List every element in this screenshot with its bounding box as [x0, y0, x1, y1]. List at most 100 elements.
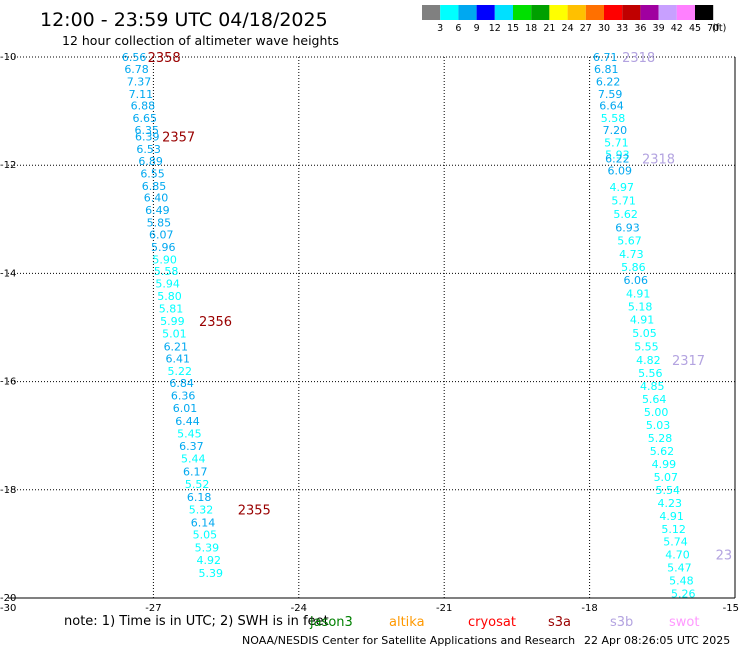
- swh-value-label: 5.86: [621, 261, 646, 274]
- swh-value-label: 6.55: [140, 167, 165, 180]
- pass-time-label: 2317: [672, 354, 705, 369]
- legend-label: 33: [616, 23, 628, 34]
- swh-value-label: 5.90: [152, 253, 177, 266]
- swh-value-label: 6.01: [173, 402, 198, 415]
- swh-value-label: 6.93: [615, 221, 640, 234]
- legend-label: 12: [489, 23, 501, 34]
- swh-value-label: 5.55: [634, 340, 659, 353]
- swh-value-label: 5.94: [155, 278, 180, 291]
- swh-value-label: 5.48: [669, 575, 694, 588]
- swh-value-label: 6.71: [593, 51, 618, 64]
- swh-value-label: 6.65: [133, 112, 158, 125]
- pass-time-label: 23: [716, 549, 733, 564]
- swh-value-label: 5.62: [650, 445, 675, 458]
- legend-swatch: [622, 5, 641, 20]
- swh-value-label: 6.36: [171, 390, 196, 403]
- y-tick-label: -16: [0, 377, 16, 388]
- legend-label: 24: [562, 23, 574, 34]
- chart-title: 12:00 - 23:59 UTC 04/18/2025: [40, 9, 328, 31]
- legend-swatch: [458, 5, 477, 20]
- y-tick-label: -18: [0, 485, 16, 496]
- swh-value-label: 5.05: [632, 327, 657, 340]
- swh-value-label: 4.70: [665, 549, 690, 562]
- swh-value-label: 5.74: [663, 536, 688, 549]
- legend-label: 3: [437, 23, 443, 34]
- swh-value-label: 5.58: [601, 112, 626, 125]
- pass-time-label: 2318: [622, 51, 655, 66]
- legend-swatch: [549, 5, 568, 20]
- swh-value-label: 6.39: [135, 131, 160, 144]
- swh-value-label: 5.22: [167, 365, 192, 378]
- swh-value-label: 6.21: [164, 340, 189, 353]
- swh-value-label: 6.06: [624, 274, 649, 287]
- swh-value-label: 6.22: [605, 153, 630, 166]
- swh-value-label: 6.37: [179, 440, 204, 453]
- pass-time-label: 2358: [148, 51, 181, 66]
- pass-time-label: 2357: [162, 131, 195, 146]
- legend-swatch: [440, 5, 459, 20]
- legend-swatch: [494, 5, 513, 20]
- legend-swatch: [695, 5, 714, 20]
- swh-value-label: 5.32: [189, 503, 214, 516]
- swh-value-label: 5.64: [642, 393, 667, 406]
- swh-value-label: 6.07: [149, 228, 174, 241]
- swh-value-label: 6.18: [187, 491, 212, 504]
- swh-value-label: 5.54: [656, 484, 681, 497]
- swh-value-label: 6.14: [191, 516, 216, 529]
- swh-value-label: 6.64: [599, 100, 624, 113]
- swh-value-label: 6.17: [183, 465, 208, 478]
- swh-value-label: 5.56: [638, 367, 663, 380]
- swh-value-label: 6.56: [122, 51, 147, 64]
- legend-label: 45: [689, 23, 701, 34]
- swh-value-label: 6.81: [594, 63, 619, 76]
- swh-value-label: 6.22: [596, 75, 621, 88]
- legend-unit: (ft): [712, 23, 726, 34]
- swh-value-label: 5.80: [157, 290, 182, 303]
- legend-swatch: [422, 5, 441, 20]
- x-tick-label: -15: [723, 603, 739, 614]
- swh-value-label: 4.92: [197, 554, 222, 567]
- legend-label: 27: [580, 23, 592, 34]
- swh-value-label: 5.99: [160, 315, 185, 328]
- swh-value-label: 5.18: [628, 300, 653, 313]
- pass-time-label: 2356: [199, 315, 232, 330]
- swh-value-label: 6.49: [145, 204, 170, 217]
- credit-text: NOAA/NESDIS Center for Satellite Applica…: [242, 634, 575, 647]
- swh-value-label: 5.81: [159, 303, 184, 316]
- swh-value-label: 6.44: [175, 415, 200, 428]
- swh-value-label: 4.23: [657, 497, 682, 510]
- x-tick-label: -30: [0, 603, 16, 614]
- swh-value-label: 4.99: [652, 458, 677, 471]
- legend-label: 15: [507, 23, 519, 34]
- swh-value-label: 6.84: [169, 377, 194, 390]
- legend-swatch: [476, 5, 495, 20]
- pass-time-label: 2355: [238, 503, 271, 518]
- swh-value-label: 4.91: [659, 510, 684, 523]
- legend-swatch: [513, 5, 532, 20]
- swh-value-label: 6.41: [166, 352, 191, 365]
- swh-value-label: 5.39: [195, 542, 220, 555]
- y-tick-label: -14: [0, 268, 16, 279]
- legend-label: 42: [671, 23, 683, 34]
- swh-value-label: 5.52: [185, 478, 210, 491]
- x-tick-label: -21: [436, 603, 452, 614]
- satellite-legend: jason3 altika cryosat s3a s3b swot: [309, 615, 699, 630]
- swh-value-label: 5.00: [644, 406, 669, 419]
- legend-label: 9: [474, 23, 480, 34]
- pass-time-label: 2318: [642, 153, 675, 168]
- swh-value-label: 5.47: [667, 562, 692, 575]
- swh-value-label: 7.20: [603, 124, 628, 137]
- swh-value-label: 5.05: [193, 529, 218, 542]
- swh-value-label: 6.78: [124, 63, 149, 76]
- swh-value-label: 6.35: [134, 124, 159, 137]
- y-tick-label: -20: [0, 593, 16, 604]
- legend-label: 70: [707, 23, 719, 34]
- swh-value-label: 6.53: [136, 143, 161, 156]
- satellite-name: swot: [669, 615, 699, 630]
- legend-label: 30: [598, 23, 610, 34]
- swh-value-label: 4.85: [640, 380, 665, 393]
- axes-ticks: -30 -27 -24 -21 -18 -15 -10 -12 -14 -16 -18 -20: [0, 52, 739, 614]
- swh-value-label: 5.71: [604, 136, 629, 149]
- swh-value-label: 5.93: [605, 148, 630, 161]
- swh-value-label: 6.89: [138, 155, 163, 168]
